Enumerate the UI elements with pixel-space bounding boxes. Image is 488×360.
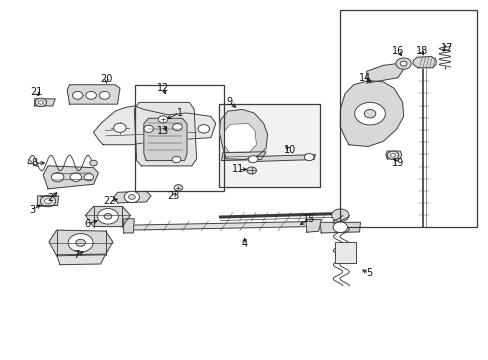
Circle shape xyxy=(395,58,410,69)
Circle shape xyxy=(386,151,398,159)
Text: 13: 13 xyxy=(157,126,169,136)
Polygon shape xyxy=(85,207,130,226)
Polygon shape xyxy=(221,152,265,161)
Bar xyxy=(135,85,224,191)
Text: 7: 7 xyxy=(73,250,79,260)
Polygon shape xyxy=(49,230,112,256)
Text: 10: 10 xyxy=(284,145,296,155)
Text: 6: 6 xyxy=(84,219,90,229)
Circle shape xyxy=(89,160,97,166)
Text: 20: 20 xyxy=(100,75,112,85)
Polygon shape xyxy=(219,109,267,159)
Circle shape xyxy=(99,91,110,99)
Circle shape xyxy=(104,213,112,219)
Circle shape xyxy=(84,174,93,181)
Circle shape xyxy=(172,156,181,163)
Circle shape xyxy=(331,209,348,222)
Bar xyxy=(219,104,319,187)
Circle shape xyxy=(248,156,257,163)
Text: 18: 18 xyxy=(415,46,427,56)
Text: 22: 22 xyxy=(103,196,115,206)
Polygon shape xyxy=(123,219,134,233)
Circle shape xyxy=(86,91,96,99)
Circle shape xyxy=(68,234,93,252)
Polygon shape xyxy=(38,196,59,207)
Circle shape xyxy=(44,199,51,204)
Circle shape xyxy=(97,208,118,224)
Circle shape xyxy=(72,91,83,99)
Circle shape xyxy=(35,98,46,107)
Circle shape xyxy=(246,167,256,174)
Polygon shape xyxy=(249,154,315,162)
Polygon shape xyxy=(224,123,256,153)
Circle shape xyxy=(39,100,43,104)
Polygon shape xyxy=(320,222,360,233)
Circle shape xyxy=(76,239,85,246)
Text: 2: 2 xyxy=(47,193,53,203)
Text: 9: 9 xyxy=(225,98,232,107)
Polygon shape xyxy=(57,254,105,265)
Bar xyxy=(340,10,476,226)
Text: 3: 3 xyxy=(30,205,36,215)
Polygon shape xyxy=(43,166,98,189)
Circle shape xyxy=(399,61,406,66)
Polygon shape xyxy=(385,151,401,159)
Polygon shape xyxy=(412,57,435,68)
Circle shape xyxy=(70,173,81,181)
Circle shape xyxy=(304,154,313,161)
Text: 15: 15 xyxy=(303,214,315,224)
Circle shape xyxy=(172,123,182,131)
Circle shape xyxy=(332,222,347,233)
Polygon shape xyxy=(67,85,120,104)
Circle shape xyxy=(51,172,64,182)
Polygon shape xyxy=(35,99,55,106)
Polygon shape xyxy=(305,220,321,232)
Polygon shape xyxy=(93,106,215,145)
Text: 1: 1 xyxy=(176,108,183,118)
Polygon shape xyxy=(143,118,186,161)
Text: 23: 23 xyxy=(167,191,180,201)
Circle shape xyxy=(390,154,395,157)
Text: 14: 14 xyxy=(358,73,370,83)
Circle shape xyxy=(124,191,139,203)
Circle shape xyxy=(41,195,56,207)
Text: 5: 5 xyxy=(365,269,371,279)
Circle shape xyxy=(113,123,126,132)
Text: 12: 12 xyxy=(157,83,169,93)
Polygon shape xyxy=(134,102,196,166)
Text: 8: 8 xyxy=(31,158,38,168)
Polygon shape xyxy=(366,64,404,83)
Text: 17: 17 xyxy=(440,43,452,53)
Text: 16: 16 xyxy=(391,46,403,56)
Circle shape xyxy=(354,102,385,125)
Circle shape xyxy=(198,125,209,133)
Bar xyxy=(334,242,355,263)
Text: 19: 19 xyxy=(391,158,403,168)
Polygon shape xyxy=(114,191,151,203)
Circle shape xyxy=(158,116,167,123)
Polygon shape xyxy=(340,81,403,147)
Circle shape xyxy=(174,185,183,191)
Circle shape xyxy=(364,109,375,118)
Circle shape xyxy=(128,194,135,199)
Text: 11: 11 xyxy=(232,165,244,174)
Text: 21: 21 xyxy=(30,87,42,97)
Text: 4: 4 xyxy=(241,239,247,248)
Polygon shape xyxy=(129,222,308,230)
Circle shape xyxy=(143,125,153,132)
